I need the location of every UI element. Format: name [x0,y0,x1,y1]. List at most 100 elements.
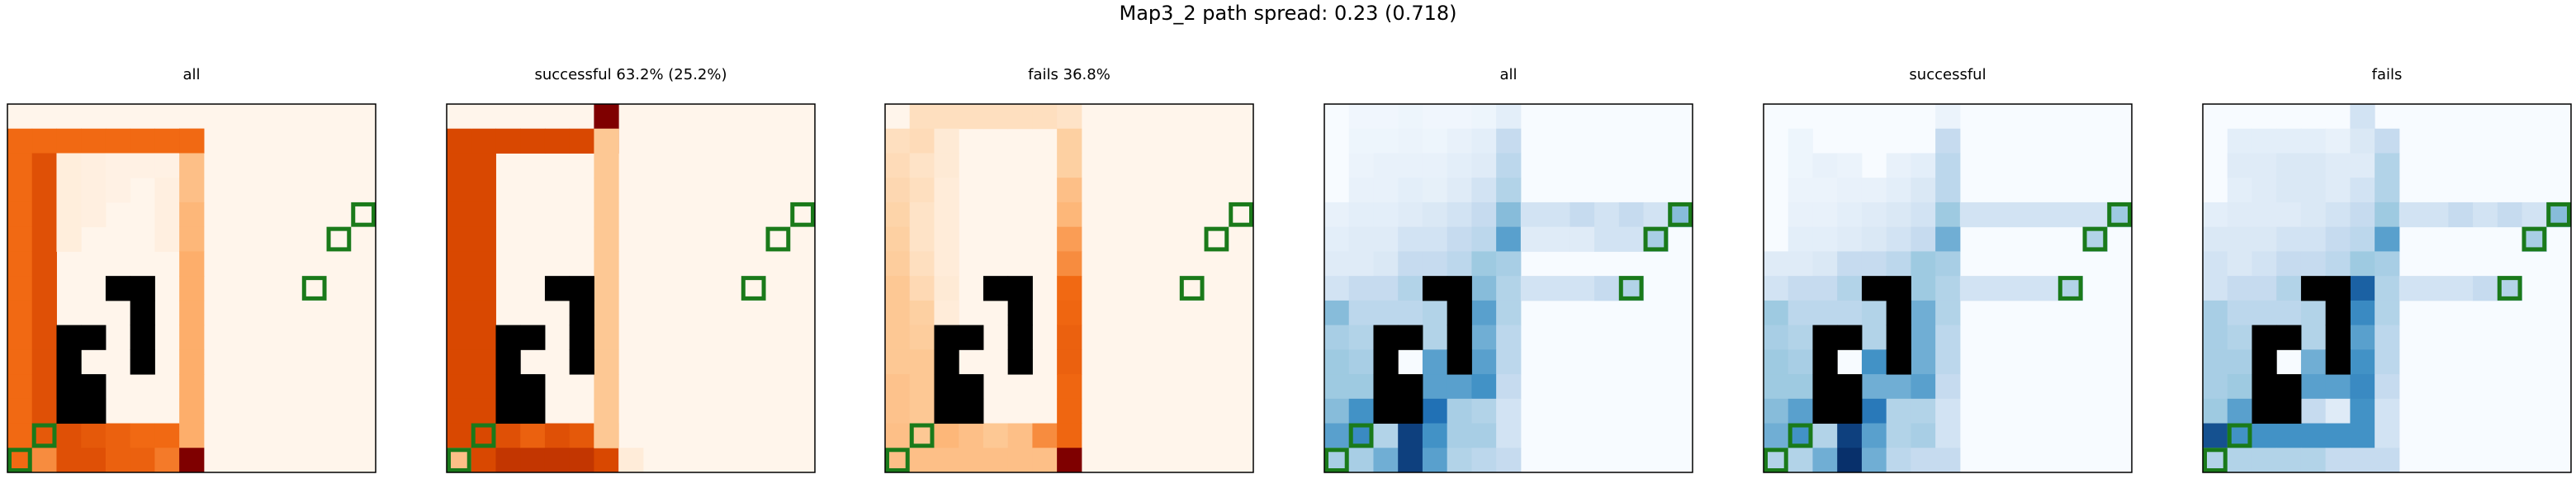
heatmap-panel-2 [446,103,816,473]
heatmap-cell [31,325,57,350]
heatmap-cell [471,251,496,277]
heatmap-cell [31,202,57,228]
heatmap-cell [1057,251,1082,277]
heatmap-cell [7,325,33,350]
heatmap-cell [447,128,472,154]
heatmap-cell [1911,300,1936,326]
heatmap-cell [7,153,33,178]
heatmap-cell [7,398,33,424]
heatmap-cell [105,178,131,203]
heatmap-cell [2375,202,2400,228]
heatmap-cell [179,325,205,350]
heatmap-cell [1057,276,1082,301]
obstacle-cell [2252,374,2277,400]
heatmap-cell [934,178,959,203]
heatmap-cell [983,423,1009,448]
heatmap-cell [447,251,472,277]
heatmap-cell [2350,374,2375,400]
heatmap-cell [1471,178,1497,203]
heatmap-cell [471,448,496,473]
heatmap-cell [934,423,959,448]
heatmap-cell [2350,349,2375,375]
heatmap-cell [1837,226,1863,252]
heatmap-cell [1935,300,1961,326]
heatmap-cell [2252,153,2277,178]
heatmap-cell [495,128,521,154]
heatmap-panel-5 [1763,103,2133,473]
heatmap-cell [81,202,107,228]
heatmap-cell [1570,226,1595,252]
heatmap-cell [2325,374,2351,400]
heatmap-cell [1324,226,1350,252]
obstacle-cell [569,325,594,350]
heatmap-cell [2252,423,2277,448]
heatmap-cell [1057,128,1082,154]
heatmap-cell [7,276,33,301]
obstacle-cell [1007,349,1033,375]
heatmap-cell [179,128,205,154]
heatmap-cell [1348,251,1374,277]
heatmap-cell [959,423,984,448]
heatmap-cell [2375,276,2400,301]
heatmap-cell [2350,226,2375,252]
heatmap-cell [2300,300,2327,326]
heatmap-cell [2252,448,2277,473]
heatmap-cell [31,226,57,252]
heatmap-cell [1447,128,1472,154]
heatmap-cell [7,202,33,228]
heatmap-cell [1886,374,1911,400]
obstacle-cell [520,374,546,400]
heatmap-cell [31,349,57,375]
heatmap-cell [7,128,33,154]
obstacle-cell [1373,349,1399,375]
heatmap-cell [1324,325,1350,350]
heatmap-cell [1496,153,1522,178]
heatmap-cell [2375,374,2400,400]
goal-marker [2522,226,2547,252]
heatmap-cell [2375,423,2400,448]
heatmap-cell [2203,276,2228,301]
heatmap-cell [2300,349,2327,375]
heatmap-cell [2276,202,2302,228]
obstacle-cell [544,276,571,301]
heatmap-cell [2350,104,2375,130]
heatmap-cell [1935,153,1961,178]
heatmap-cell [1618,226,1645,252]
heatmap-cell [1764,398,1789,424]
heatmap-cell [1496,178,1522,203]
heatmap-cell [520,448,546,473]
heatmap-cell [594,276,619,301]
obstacle-cell [495,374,521,400]
heatmap-cell [2252,128,2277,154]
heatmap-cell [56,423,82,448]
obstacle-cell [1837,325,1863,350]
obstacle-cell [2276,374,2302,400]
heatmap-cell [1471,300,1497,326]
obstacle-cell [934,349,959,375]
heatmap-cell [2375,325,2400,350]
heatmap-cell [2300,128,2327,154]
heatmap-cell [1570,202,1595,228]
goal-marker [2497,276,2522,301]
heatmap-cell [1422,300,1448,326]
heatmap-cell [1861,349,1887,375]
obstacle-cell [1812,398,1838,424]
heatmap-cell [2300,226,2327,252]
heatmap-cell [1057,153,1082,178]
heatmap-cell [2325,202,2351,228]
heatmap-cell [1935,128,1961,154]
goal-marker [326,226,352,252]
heatmap-cell [179,251,205,277]
obstacle-cell [2325,349,2351,375]
heatmap-cell [179,300,205,326]
heatmap-cell [934,448,959,473]
goal-marker [2082,226,2108,252]
heatmap-cell [544,448,571,473]
heatmap-cell [2375,448,2400,473]
heatmap-cell [1471,374,1497,400]
heatmap-cell [2325,153,2351,178]
heatmap-cell [885,128,911,154]
heatmap-cell [1324,374,1350,400]
heatmap-cell [2227,276,2252,301]
heatmap-cell [1496,374,1522,400]
